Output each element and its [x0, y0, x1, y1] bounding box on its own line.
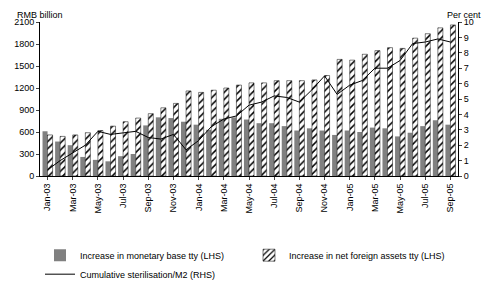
svg-text:900: 900: [19, 105, 34, 115]
svg-text:300: 300: [19, 149, 34, 159]
svg-text:1: 1: [464, 156, 469, 166]
svg-text:1500: 1500: [14, 61, 34, 71]
svg-text:May-03: May-03: [93, 184, 103, 214]
svg-text:0: 0: [464, 171, 469, 181]
svg-text:7: 7: [464, 63, 469, 73]
svg-text:Sep-04: Sep-04: [294, 184, 304, 213]
svg-text:Mar-05: Mar-05: [370, 184, 380, 213]
svg-text:Increase in monetary base tty: Increase in monetary base tty (LHS): [80, 251, 224, 261]
svg-text:600: 600: [19, 127, 34, 137]
svg-text:Jan-04: Jan-04: [194, 184, 204, 212]
svg-text:10: 10: [464, 17, 474, 27]
svg-text:RMB billion: RMB billion: [17, 10, 63, 20]
svg-text:2: 2: [464, 140, 469, 150]
svg-text:Jul-03: Jul-03: [118, 184, 128, 209]
svg-text:4: 4: [464, 110, 469, 120]
svg-text:Jan-05: Jan-05: [345, 184, 355, 212]
svg-text:3: 3: [464, 125, 469, 135]
svg-text:Jul-05: Jul-05: [420, 184, 430, 209]
svg-text:May-04: May-04: [244, 184, 254, 214]
svg-text:1800: 1800: [14, 39, 34, 49]
svg-text:Jul-04: Jul-04: [269, 184, 279, 209]
svg-text:Increase in net foreign assets: Increase in net foreign assets tty (LHS): [289, 251, 445, 261]
svg-text:Per cent: Per cent: [447, 10, 481, 20]
svg-text:9: 9: [464, 33, 469, 43]
svg-text:Nov-03: Nov-03: [168, 184, 178, 213]
svg-text:Mar-03: Mar-03: [68, 184, 78, 213]
svg-text:0: 0: [29, 171, 34, 181]
svg-text:5: 5: [464, 94, 469, 104]
svg-text:Nov-04: Nov-04: [319, 184, 329, 213]
svg-text:May-05: May-05: [395, 184, 405, 214]
svg-text:Cumulative sterilisation/M2 (R: Cumulative sterilisation/M2 (RHS): [80, 270, 215, 280]
svg-text:1200: 1200: [14, 83, 34, 93]
svg-text:Jan-03: Jan-03: [42, 184, 52, 212]
svg-text:Sep-03: Sep-03: [143, 184, 153, 213]
svg-text:Mar-04: Mar-04: [219, 184, 229, 213]
svg-text:2100: 2100: [14, 17, 34, 27]
svg-text:Sep-05: Sep-05: [445, 184, 455, 213]
svg-text:6: 6: [464, 79, 469, 89]
svg-text:8: 8: [464, 48, 469, 58]
